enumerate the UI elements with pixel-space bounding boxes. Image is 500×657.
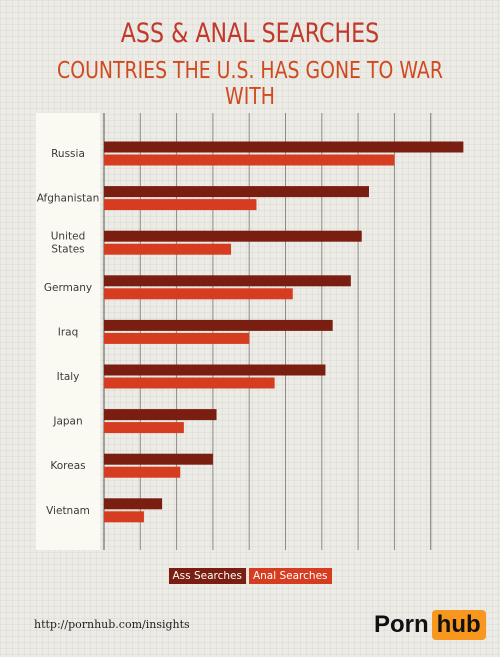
category-label-italy: Italy (57, 371, 80, 383)
logo-text-hub: hub (431, 610, 486, 640)
category-label-russia: Russia (51, 148, 85, 160)
bar-anal-united-states (104, 243, 232, 255)
logo-text-porn: Porn (374, 611, 429, 638)
bar-anal-japan (104, 422, 184, 434)
bar-anal-italy (104, 377, 275, 389)
category-label-vietnam: Vietnam (46, 505, 90, 517)
legend-anal-searches: Anal Searches (248, 568, 332, 584)
bar-ass-germany (104, 275, 351, 287)
bar-ass-japan (104, 409, 217, 421)
bar-anal-iraq (104, 332, 250, 344)
source-url: http://pornhub.com/insights (34, 618, 190, 631)
category-label-germany: Germany (44, 282, 92, 294)
bar-ass-koreas (104, 453, 213, 465)
bar-ass-united-states (104, 230, 362, 242)
bar-anal-vietnam (104, 511, 144, 523)
category-label-united-states: United States (51, 231, 86, 256)
pornhub-logo: Porn hub (374, 610, 486, 640)
category-label-afghanistan: Afghanistan (37, 193, 100, 205)
category-label-japan: Japan (52, 416, 82, 428)
bar-anal-koreas (104, 466, 181, 478)
bar-anal-afghanistan (104, 199, 257, 211)
chart-subtitle: COUNTRIES THE U.S. HAS GONE TO WAR WITH (57, 58, 443, 110)
legend: Ass Searches Anal Searches (0, 568, 500, 584)
bar-ass-iraq (104, 319, 333, 331)
bar-ass-italy (104, 364, 326, 376)
category-labels: Russia Afghanistan United States Germany Iraq… (37, 148, 100, 517)
bar-ass-russia (104, 141, 464, 153)
bar-anal-russia (104, 154, 395, 166)
category-label-iraq: Iraq (58, 326, 79, 338)
gridlines (103, 113, 432, 550)
bar-ass-vietnam (104, 498, 163, 510)
bar-anal-germany (104, 288, 293, 300)
category-label-koreas: Koreas (50, 460, 85, 472)
chart-title: ASS & ANAL SEARCHES (120, 18, 380, 49)
category-label-panel (36, 113, 100, 550)
bars (104, 141, 464, 523)
legend-ass-searches: Ass Searches (168, 568, 246, 584)
bar-ass-afghanistan (104, 186, 369, 198)
